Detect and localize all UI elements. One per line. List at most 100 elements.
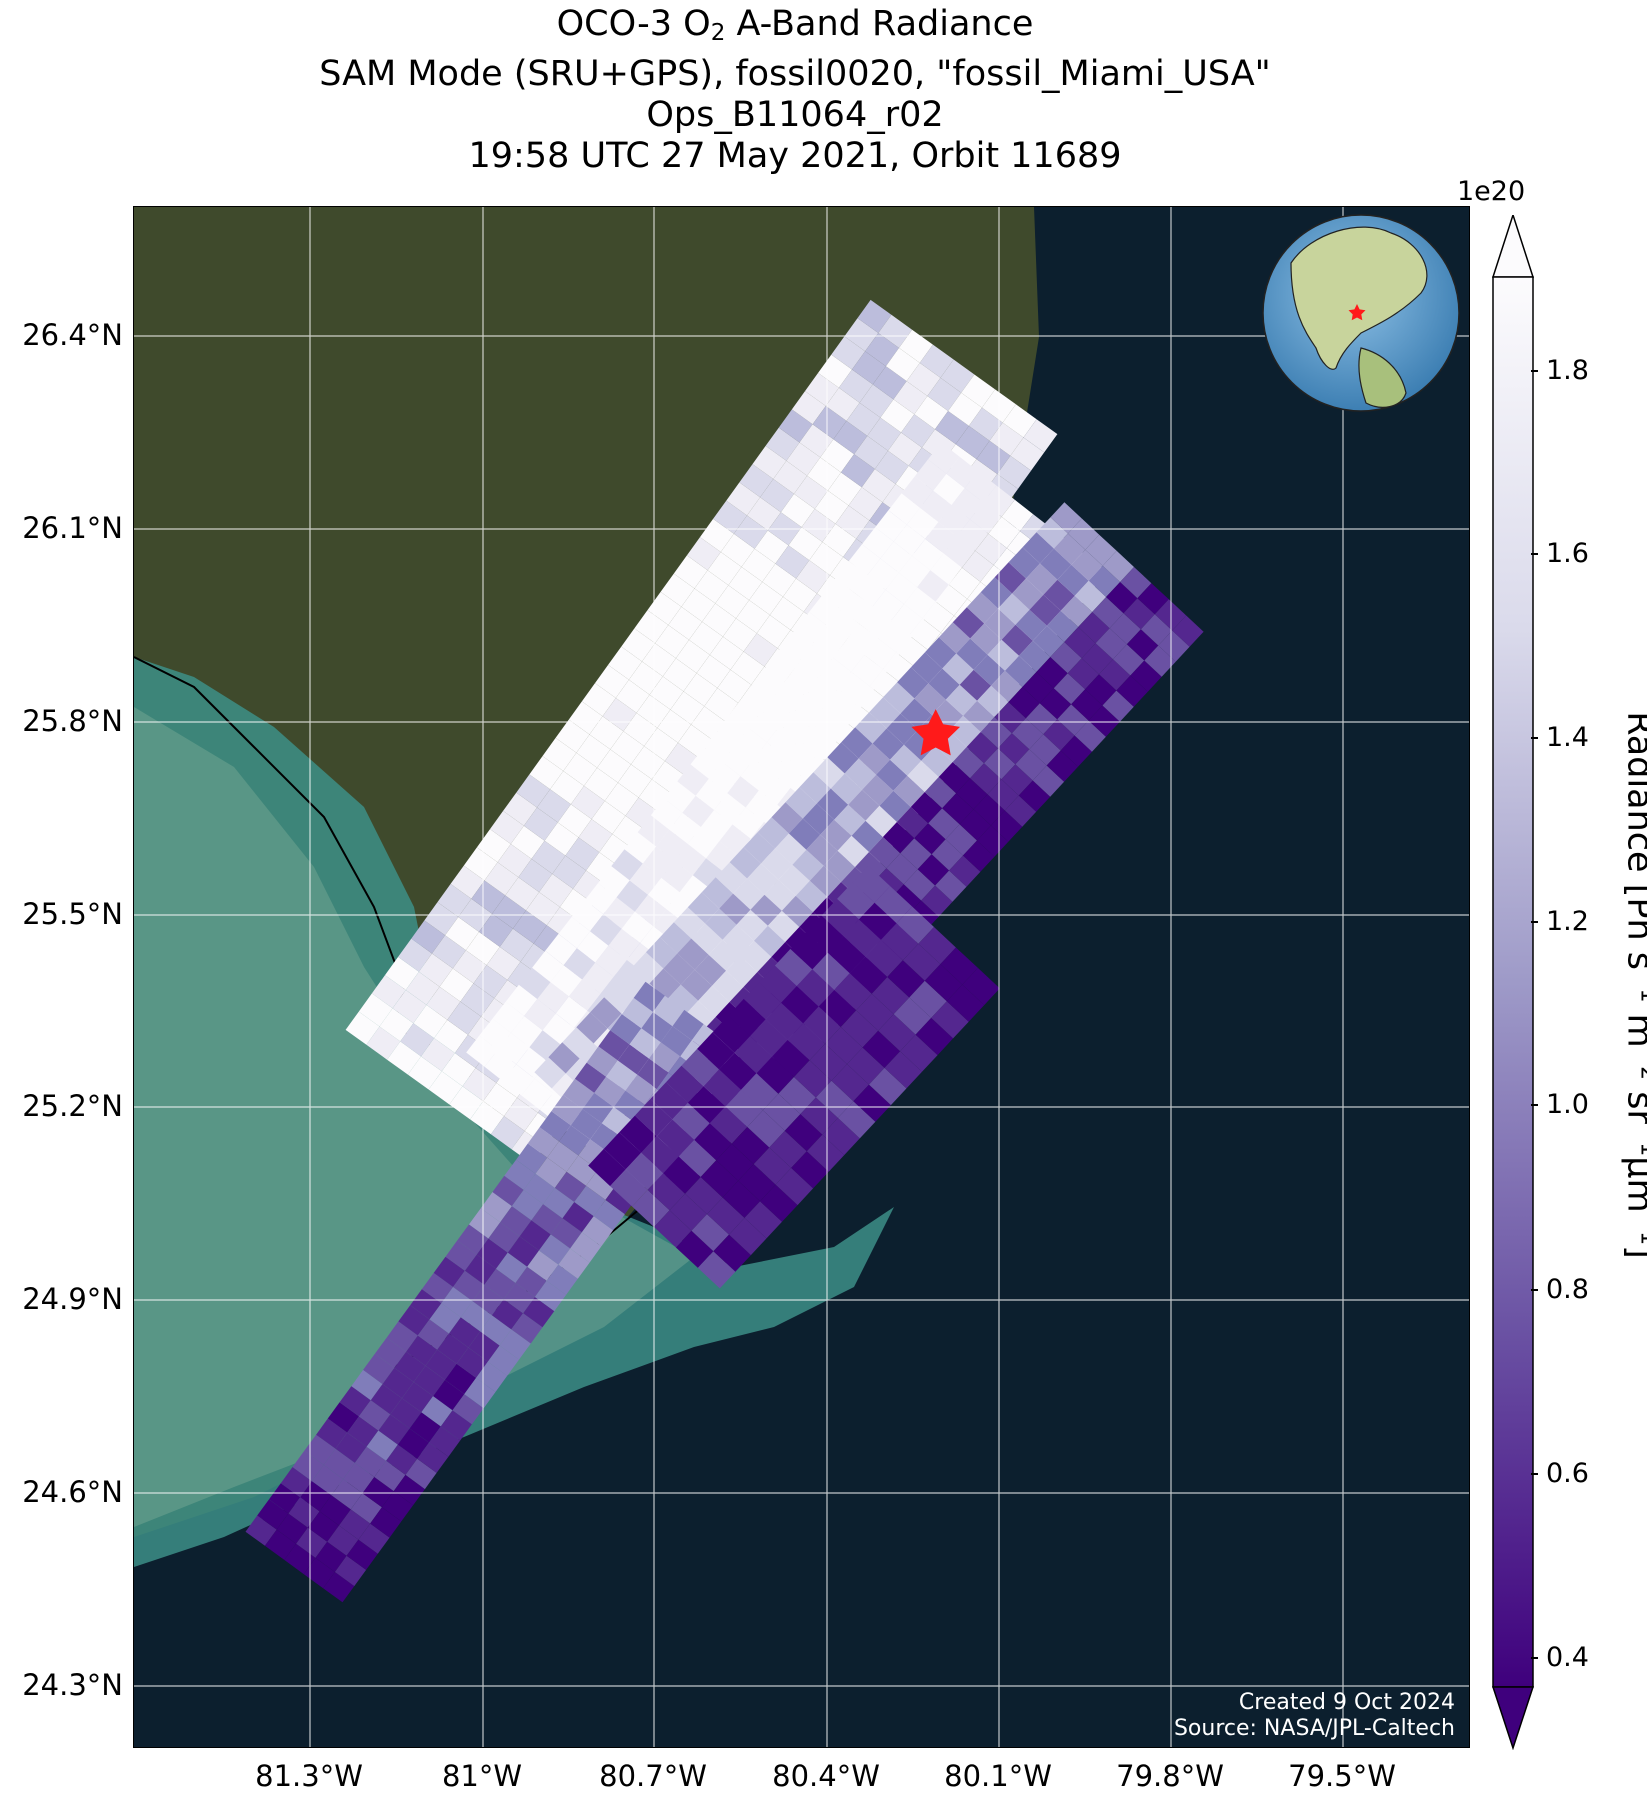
radiance-cell bbox=[698, 985, 730, 1017]
radiance-cell bbox=[347, 1416, 379, 1447]
radiance-cell bbox=[683, 673, 718, 707]
radiance-cell bbox=[740, 759, 773, 791]
radiance-cell bbox=[660, 573, 695, 607]
radiance-cell bbox=[666, 984, 699, 1016]
radiance-cell bbox=[405, 971, 440, 1005]
lat-tick-label: 24.6°N bbox=[22, 1475, 123, 1509]
radiance-cell bbox=[747, 863, 779, 895]
radiance-cell bbox=[434, 1019, 468, 1053]
radiance-cell bbox=[582, 962, 614, 994]
colorbar-extend-max bbox=[1491, 212, 1535, 278]
radiance-cell bbox=[830, 773, 863, 805]
radiance-cell bbox=[849, 956, 888, 994]
radiance-cell bbox=[695, 778, 728, 810]
radiance-cell bbox=[772, 1039, 810, 1077]
radiance-cell bbox=[987, 779, 1019, 811]
radiance-cell bbox=[503, 1064, 535, 1096]
radiance-cell bbox=[806, 834, 838, 866]
radiance-cell bbox=[411, 920, 446, 954]
radiance-cell bbox=[245, 1515, 277, 1546]
radiance-cell bbox=[862, 774, 894, 806]
radiance-cell bbox=[865, 805, 897, 837]
radiance-cell bbox=[634, 610, 669, 644]
radiance-cell bbox=[952, 607, 985, 639]
radiance-cell bbox=[457, 1224, 489, 1255]
radiance-cell bbox=[390, 1398, 422, 1429]
radiance-cell bbox=[747, 1110, 785, 1148]
radiance-cell bbox=[697, 1251, 736, 1289]
radiance-cell bbox=[951, 488, 984, 520]
radiance-cell bbox=[655, 625, 689, 659]
radiance-cell bbox=[931, 839, 963, 871]
radiance-cell bbox=[778, 1077, 816, 1115]
radiance-cell bbox=[584, 767, 618, 801]
radiance-cell bbox=[351, 1369, 383, 1401]
radiance-cell bbox=[529, 756, 564, 790]
radiance-cell bbox=[807, 457, 841, 491]
radiance-cell bbox=[815, 1080, 854, 1118]
radiance-cell bbox=[801, 643, 833, 675]
radiance-cell bbox=[867, 417, 902, 451]
radiance-cell bbox=[392, 990, 427, 1024]
radiance-cell bbox=[557, 804, 592, 838]
radiance-cell bbox=[554, 1171, 587, 1202]
radiance-cell bbox=[684, 1000, 716, 1032]
radiance-cell bbox=[984, 748, 1016, 780]
radiance-cell bbox=[825, 387, 860, 421]
radiance-cell bbox=[994, 702, 1026, 734]
radiance-cell bbox=[650, 1082, 688, 1120]
radiance-cell bbox=[722, 1180, 761, 1218]
radiance-cell bbox=[970, 763, 1002, 795]
radiance-cell bbox=[733, 515, 768, 549]
radiance-cell bbox=[479, 913, 513, 947]
radiance-cell bbox=[370, 1507, 402, 1538]
radiance-cell bbox=[1106, 582, 1138, 614]
radiance-cell bbox=[1158, 630, 1190, 662]
radiance-cell bbox=[1046, 750, 1078, 782]
radiance-cell bbox=[515, 1266, 547, 1297]
radiance-cell bbox=[621, 911, 654, 943]
radiance-cell bbox=[745, 790, 778, 822]
radiance-cell bbox=[644, 727, 678, 761]
radiance-cell bbox=[544, 822, 579, 856]
radiance-cell bbox=[749, 581, 783, 615]
radiance-cell bbox=[748, 711, 781, 743]
radiance-cell bbox=[595, 945, 627, 977]
lat-tick-label: 24.3°N bbox=[22, 1668, 123, 1702]
radiance-cell bbox=[783, 578, 817, 612]
radiance-cell bbox=[1005, 655, 1037, 687]
radiance-cell bbox=[464, 1377, 496, 1409]
radiance-cell bbox=[379, 1008, 414, 1042]
radiance-cell bbox=[563, 752, 598, 786]
radiance-cell bbox=[602, 698, 637, 732]
radiance-cell bbox=[806, 915, 844, 953]
radiance-cell bbox=[563, 1078, 595, 1110]
radiance-cell bbox=[714, 793, 746, 825]
radiance-cell bbox=[861, 469, 896, 503]
radiance-cell bbox=[499, 928, 534, 962]
radiance-cell bbox=[946, 456, 978, 489]
radiance-cell bbox=[1140, 614, 1173, 646]
radiance-cell bbox=[925, 637, 957, 669]
radiance-cell bbox=[739, 464, 774, 498]
radiance-cell bbox=[537, 982, 569, 1014]
radiance-cell bbox=[764, 879, 796, 911]
radiance-cell bbox=[805, 372, 839, 406]
radiance-cell bbox=[851, 820, 883, 852]
radiance-cell bbox=[848, 544, 881, 576]
radiance-cell bbox=[700, 810, 733, 842]
radiance-cell bbox=[854, 575, 886, 607]
radiance-cell bbox=[1085, 674, 1117, 706]
radiance-cell bbox=[476, 1361, 508, 1392]
radiance-cell bbox=[654, 1210, 692, 1248]
radiance-cell bbox=[928, 808, 960, 840]
radiance-cell bbox=[869, 837, 901, 869]
radiance-cell bbox=[666, 1065, 704, 1103]
radiance-cell bbox=[827, 936, 866, 974]
radiance-cell bbox=[663, 953, 695, 985]
radiance-cell bbox=[806, 1134, 845, 1172]
radiance-cell bbox=[722, 618, 757, 652]
radiance-cell bbox=[617, 1044, 649, 1075]
radiance-cell bbox=[605, 1183, 637, 1215]
radiance-cell bbox=[1092, 597, 1124, 629]
